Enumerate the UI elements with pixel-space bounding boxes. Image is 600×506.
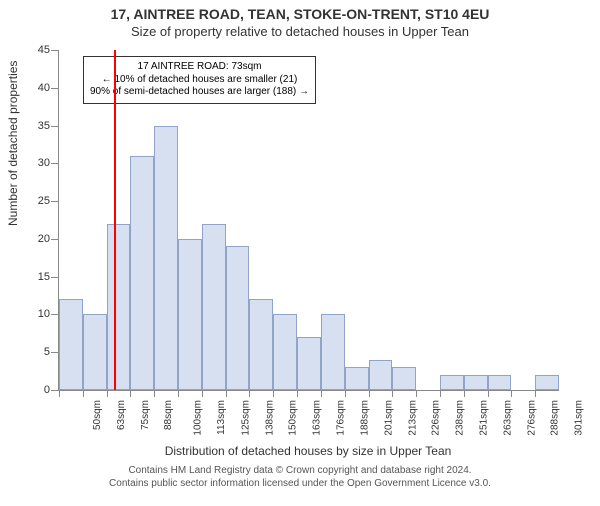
y-tick <box>51 277 59 278</box>
x-tick <box>273 390 274 397</box>
y-tick-label: 20 <box>0 233 50 245</box>
y-tick-label: 5 <box>0 346 50 358</box>
x-tick-label: 201sqm <box>383 400 394 436</box>
x-tick-label: 113sqm <box>216 400 227 435</box>
x-tick-label: 213sqm <box>407 400 418 436</box>
x-tick <box>488 390 489 397</box>
x-tick <box>345 390 346 397</box>
x-tick <box>464 390 465 397</box>
footer-line1: Contains HM Land Registry data © Crown c… <box>0 464 600 477</box>
histogram-bar <box>59 299 83 390</box>
histogram-bar <box>392 367 416 390</box>
annotation-smaller: ← 10% of detached houses are smaller (21… <box>90 74 309 87</box>
y-tick <box>51 352 59 353</box>
page-title-address: 17, AINTREE ROAD, TEAN, STOKE-ON-TRENT, … <box>0 6 600 22</box>
y-tick <box>51 239 59 240</box>
page-subtitle: Size of property relative to detached ho… <box>0 24 600 39</box>
y-tick-label: 0 <box>0 384 50 396</box>
histogram-bar <box>464 375 488 390</box>
footer-line2: Contains public sector information licen… <box>0 477 600 490</box>
annotation-box: 17 AINTREE ROAD: 73sqm ← 10% of detached… <box>83 56 316 104</box>
x-axis-label: Distribution of detached houses by size … <box>58 444 558 458</box>
x-tick-label: 176sqm <box>336 400 347 436</box>
x-tick-label: 238sqm <box>455 400 466 436</box>
x-tick-label: 125sqm <box>240 400 251 436</box>
y-tick <box>51 88 59 89</box>
x-tick-label: 263sqm <box>502 400 513 436</box>
footer-attribution: Contains HM Land Registry data © Crown c… <box>0 464 600 490</box>
x-tick-label: 88sqm <box>163 400 174 430</box>
y-tick <box>51 50 59 51</box>
histogram-bar <box>202 224 226 390</box>
y-tick-label: 40 <box>0 82 50 94</box>
y-tick <box>51 163 59 164</box>
histogram-bar <box>249 299 273 390</box>
y-tick <box>51 390 59 391</box>
histogram-bar <box>226 246 250 390</box>
histogram-bar <box>83 314 107 390</box>
histogram-bar <box>130 156 154 390</box>
x-tick <box>226 390 227 397</box>
x-tick <box>392 390 393 397</box>
x-tick <box>249 390 250 397</box>
annotation-title: 17 AINTREE ROAD: 73sqm <box>90 61 309 74</box>
y-tick-label: 45 <box>0 44 50 56</box>
x-tick <box>369 390 370 397</box>
y-tick-label: 10 <box>0 308 50 320</box>
x-tick-label: 301sqm <box>574 400 585 436</box>
histogram-bar <box>178 239 202 390</box>
x-tick-label: 63sqm <box>116 400 127 430</box>
x-tick-label: 226sqm <box>431 400 442 436</box>
x-tick <box>321 390 322 397</box>
histogram-bar <box>345 367 369 390</box>
histogram-chart: 17 AINTREE ROAD: 73sqm ← 10% of detached… <box>58 50 558 410</box>
histogram-bar <box>154 126 178 390</box>
reference-line <box>114 50 116 390</box>
x-tick <box>154 390 155 397</box>
x-tick-label: 188sqm <box>359 400 370 436</box>
x-tick <box>83 390 84 397</box>
histogram-bar <box>440 375 464 390</box>
histogram-bar <box>297 337 321 390</box>
histogram-bar <box>369 360 393 390</box>
x-tick-label: 251sqm <box>479 400 490 436</box>
y-tick-label: 35 <box>0 120 50 132</box>
x-tick <box>440 390 441 397</box>
y-tick-label: 25 <box>0 195 50 207</box>
x-tick <box>511 390 512 397</box>
y-tick <box>51 201 59 202</box>
histogram-bar <box>273 314 297 390</box>
plot-area: 17 AINTREE ROAD: 73sqm ← 10% of detached… <box>58 50 559 391</box>
x-tick <box>535 390 536 397</box>
histogram-bar <box>535 375 559 390</box>
x-tick <box>178 390 179 397</box>
x-tick-label: 50sqm <box>92 400 103 430</box>
x-tick-label: 288sqm <box>550 400 561 436</box>
y-tick-label: 30 <box>0 157 50 169</box>
histogram-bar <box>488 375 512 390</box>
histogram-bar <box>321 314 345 390</box>
x-tick <box>130 390 131 397</box>
x-tick-label: 163sqm <box>312 400 323 436</box>
x-tick-label: 138sqm <box>264 400 275 436</box>
x-tick <box>107 390 108 397</box>
x-tick-label: 100sqm <box>193 400 204 436</box>
y-tick <box>51 126 59 127</box>
x-tick <box>59 390 60 397</box>
x-tick <box>416 390 417 397</box>
histogram-bar <box>107 224 131 390</box>
annotation-larger: 90% of semi-detached houses are larger (… <box>90 86 309 99</box>
x-tick-label: 276sqm <box>526 400 537 436</box>
y-tick <box>51 314 59 315</box>
x-tick-label: 150sqm <box>288 400 299 436</box>
x-tick-label: 75sqm <box>140 400 151 430</box>
x-tick <box>297 390 298 397</box>
y-tick-label: 15 <box>0 271 50 283</box>
x-tick <box>202 390 203 397</box>
